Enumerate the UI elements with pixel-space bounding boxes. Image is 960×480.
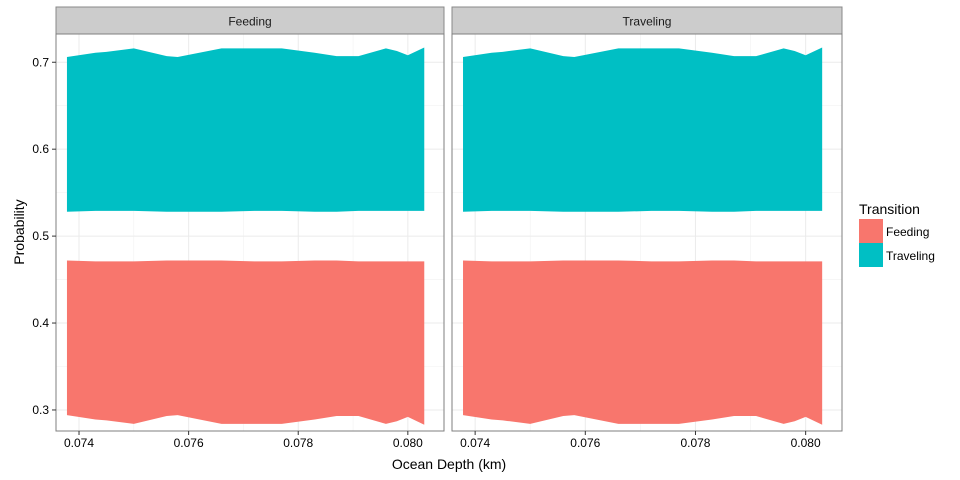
legend-title: Transition: [859, 201, 920, 217]
x-tick-label: 0.074: [64, 436, 94, 450]
y-tick-label: 0.3: [32, 403, 49, 417]
strip-label-feeding: Feeding: [228, 15, 271, 29]
legend-swatch-feeding: [859, 219, 883, 243]
x-tick-label: 0.078: [680, 436, 710, 450]
x-axis-label: Ocean Depth (km): [392, 456, 506, 472]
panel-border: [55, 33, 445, 432]
legend-label-feeding: Feeding: [886, 225, 929, 239]
strip-background: [55, 6, 445, 35]
ribbon-feeding: [463, 260, 823, 425]
legend-swatch-traveling: [859, 243, 883, 267]
x-tick-label: 0.076: [174, 436, 204, 450]
y-tick-label: 0.7: [32, 55, 49, 69]
x-tick-label: 0.080: [393, 436, 423, 450]
y-axis-label: Probability: [11, 199, 27, 264]
strip-background: [451, 6, 843, 35]
legend: Transition Feeding Traveling: [859, 201, 935, 267]
ribbon-feeding: [66, 260, 425, 425]
x-tick-label: 0.074: [460, 436, 490, 450]
x-axis-traveling: 0.074 0.076 0.078 0.080: [460, 431, 821, 450]
ribbon-traveling: [463, 47, 823, 212]
x-tick-label: 0.076: [570, 436, 600, 450]
x-tick-label: 0.080: [791, 436, 821, 450]
ribbon-traveling: [66, 47, 425, 212]
legend-label-traveling: Traveling: [886, 249, 935, 263]
x-axis-feeding: 0.074 0.076 0.078 0.080: [64, 431, 423, 450]
panel-feeding: Feeding: [55, 6, 445, 432]
x-tick-label: 0.078: [283, 436, 313, 450]
y-tick-label: 0.6: [32, 142, 49, 156]
y-tick-label: 0.5: [32, 229, 49, 243]
panel-traveling: Traveling: [451, 6, 843, 432]
y-axis: 0.3 0.4 0.5 0.6 0.7: [32, 55, 56, 417]
y-tick-label: 0.4: [32, 316, 49, 330]
ribbons: [463, 47, 823, 425]
panel-border: [451, 33, 843, 432]
strip-label-traveling: Traveling: [623, 15, 672, 29]
ribbons: [66, 47, 425, 425]
